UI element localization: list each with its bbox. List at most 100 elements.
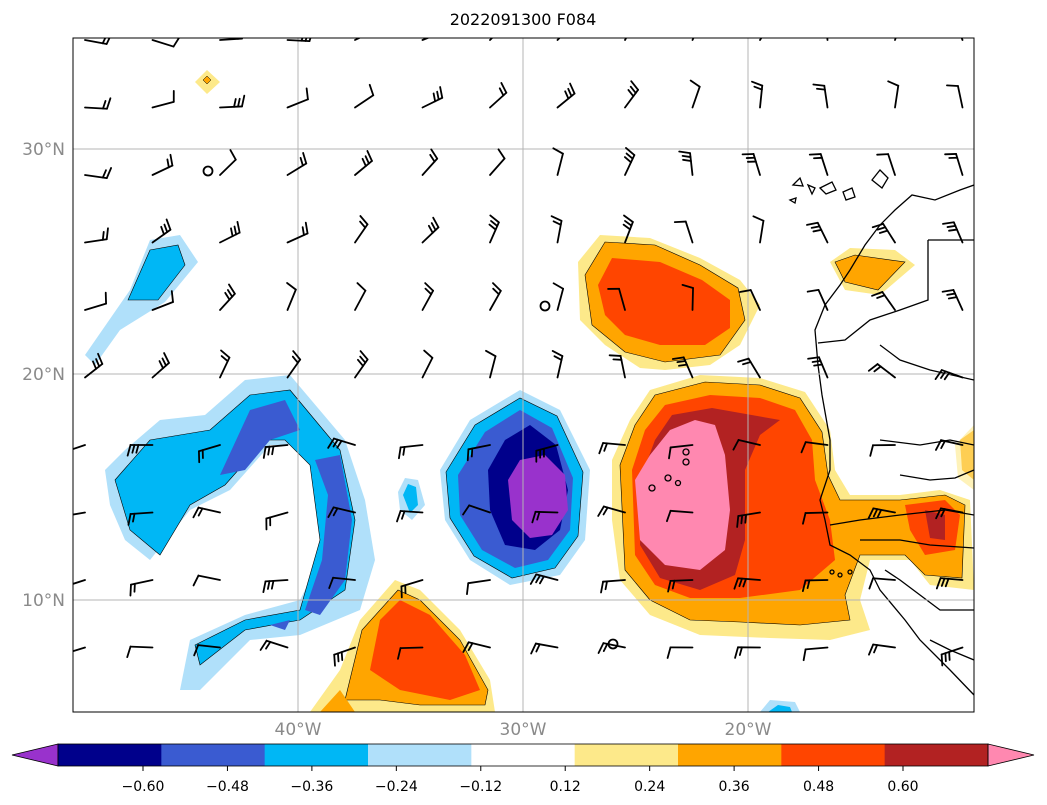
wind-barb	[551, 350, 564, 379]
negative-anomaly-shading	[85, 235, 800, 712]
colorbar-segment	[264, 744, 369, 766]
colorbar: −0.60 −0.48 −0.36 −0.24 −0.12 0.12 0.24 0.36 0.4…	[11, 743, 1035, 795]
wind-barb	[598, 442, 626, 455]
wind-barb	[689, 79, 701, 109]
wind-barb	[462, 504, 491, 516]
wind-barb	[219, 220, 241, 244]
colorbar-tick-label: −0.48	[206, 779, 249, 795]
wind-barb	[421, 86, 444, 109]
wind-barb	[871, 291, 896, 311]
wind-barb	[151, 38, 180, 48]
wind-barb	[552, 147, 564, 176]
wind-barb	[624, 80, 639, 109]
calm-wind-marker	[607, 638, 619, 650]
wind-barb	[623, 147, 636, 176]
wind-barb	[286, 38, 312, 42]
wind-barb	[691, 38, 695, 41]
wind-barb	[960, 38, 964, 41]
wind-barb	[597, 642, 626, 654]
wind-barb	[942, 221, 964, 244]
wind-barb	[73, 444, 86, 458]
colorbar-segment	[368, 744, 472, 766]
wind-barb	[678, 150, 694, 176]
wind-barb	[421, 216, 440, 244]
colorbar-tick-label: 0.36	[719, 779, 750, 795]
wind-barb	[126, 444, 154, 457]
wind-barb	[488, 214, 500, 244]
colorbar-tick-label: −0.12	[459, 779, 502, 795]
calm-wind-marker	[539, 300, 551, 312]
wind-barb	[262, 444, 289, 459]
wind-barb	[531, 510, 559, 524]
wind-barb	[737, 357, 761, 379]
wind-barb	[738, 289, 761, 311]
colorbar-segment	[161, 744, 266, 766]
wind-barb	[806, 289, 829, 311]
wind-barb	[333, 646, 356, 667]
wind-barb	[867, 363, 896, 379]
wind-barb	[801, 579, 829, 592]
lon-label-30w: 30°W	[500, 720, 547, 740]
wind-barb	[219, 349, 231, 379]
wind-barb	[219, 94, 246, 109]
wind-barb	[354, 150, 373, 176]
lat-label-30n: 30°N	[22, 140, 65, 160]
wind-barb	[607, 287, 626, 311]
wind-barb	[556, 82, 576, 109]
map-title: 2022091300 F084	[450, 10, 597, 29]
wind-barb	[736, 511, 761, 528]
wind-barb	[151, 218, 172, 244]
wind-barb	[354, 38, 362, 41]
wind-barb	[600, 579, 626, 594]
wind-barb	[867, 507, 896, 520]
wind-barb	[286, 152, 308, 176]
wind-barb	[807, 356, 829, 379]
wind-barb	[84, 227, 109, 244]
colorbar-segment	[884, 744, 989, 766]
colorbar-segment	[471, 744, 576, 766]
wind-barb	[935, 439, 964, 451]
wind-barb	[327, 506, 356, 518]
wind-barb	[941, 289, 964, 311]
colorbar-segment	[574, 744, 679, 766]
wind-barb	[421, 282, 435, 311]
wind-barb	[192, 574, 221, 587]
colorbar-extend-high	[987, 743, 1035, 767]
map-frame	[72, 37, 975, 713]
colorbar-extend-low	[11, 743, 59, 767]
wind-barb	[151, 352, 170, 379]
wind-barb	[946, 84, 964, 109]
wind-barb	[808, 153, 829, 176]
wind-barb	[466, 444, 491, 462]
colorbar-tick-label: 0.48	[803, 779, 834, 795]
wind-barb	[935, 577, 964, 590]
wind-barb	[608, 354, 626, 379]
lon-label-20w: 20°W	[725, 720, 772, 740]
wind-barb	[734, 646, 761, 659]
wind-barb	[396, 510, 424, 523]
wind-barb	[421, 38, 431, 41]
wind-barb	[286, 282, 297, 311]
main-positive-cell	[612, 375, 974, 640]
wind-barb	[934, 369, 964, 381]
wind-barb	[944, 153, 964, 176]
wind-barb	[151, 290, 174, 311]
wind-barb	[126, 645, 154, 658]
wind-barb	[219, 38, 243, 41]
wind-barb	[73, 511, 86, 516]
wind-barb	[328, 576, 356, 589]
wind-barb	[489, 282, 502, 311]
wind-barb	[259, 639, 289, 651]
wind-barb	[752, 215, 765, 244]
wind-barb	[198, 444, 221, 464]
upper-positive-cell	[578, 235, 760, 370]
wind-barb	[759, 38, 763, 41]
wind-barb	[550, 215, 563, 244]
wind-barb	[354, 83, 375, 109]
wind-barb	[151, 153, 174, 176]
calm-wind-marker	[202, 165, 214, 177]
wind-barb	[535, 444, 559, 463]
wind-barb	[286, 350, 302, 379]
wind-barb	[666, 646, 694, 659]
